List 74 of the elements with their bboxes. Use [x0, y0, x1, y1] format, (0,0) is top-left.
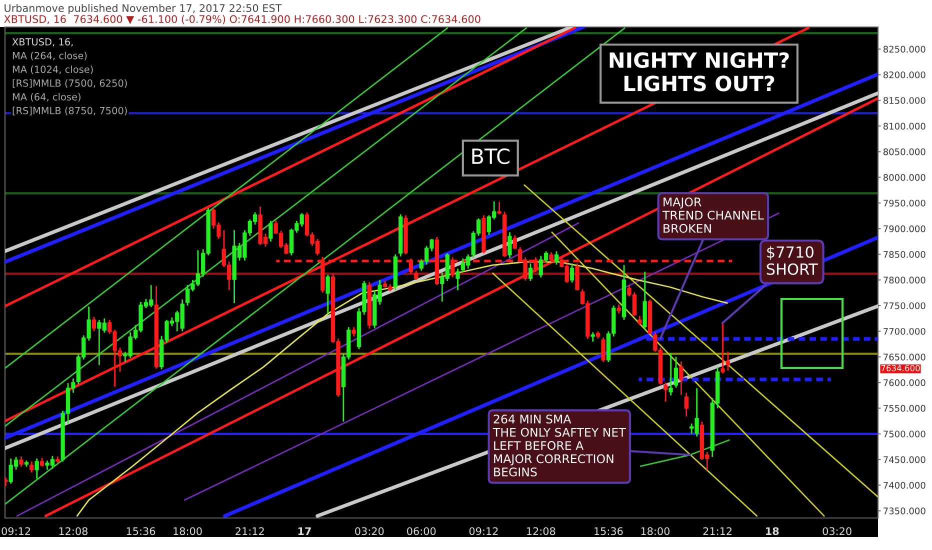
x-tick-label: 15:36: [126, 527, 156, 536]
candlestick: [30, 460, 34, 474]
x-tick-label: 03:20: [355, 527, 384, 536]
x-tick-label: 12:08: [527, 527, 556, 536]
candlestick: [601, 336, 606, 363]
x-tick-label: 18:00: [641, 527, 670, 536]
y-tick-label: 7900.000: [884, 225, 926, 232]
chart-title: Urbanmove published November 17, 2017 22:50 EST: [4, 4, 282, 14]
y-tick-label: 7500.000: [884, 430, 926, 438]
candlestick: [720, 322, 725, 374]
y-tick-label: 7850.000: [884, 251, 926, 258]
y-tick-label: 7350.000: [884, 508, 926, 514]
annotation: XBTUSD, 16,: [12, 38, 73, 47]
annotation: BTC: [472, 148, 510, 164]
y-tick-label: 7950.000: [884, 200, 926, 207]
x-tick-label: 18:00: [174, 527, 202, 536]
y-tick-label: 8150.000: [883, 97, 926, 104]
candlestick: [590, 332, 595, 342]
annotation: MA (1024, close): [12, 66, 93, 74]
candlestick: [679, 360, 684, 396]
annotation: [RS]MMLB (8750, 7500): [12, 106, 127, 116]
candlestick: [497, 201, 502, 215]
candlestick: [326, 274, 330, 314]
chart-subtitle: XBTUSD, 16 7634.600 ▼ -61.100 (-0.79%) O:7641.900 H:7660.300 L:7623.300 C:7634.600: [4, 14, 480, 24]
x-tick-label: 06:00: [407, 527, 436, 536]
candlestick: [34, 458, 39, 480]
candlestick: [668, 352, 673, 396]
y-tick-label: 7700.000: [884, 328, 926, 335]
x-tick-label: 15:36: [594, 527, 623, 536]
annotation: 264 MIN SMA THE ONLY SAFTEY NET LEFT BEFORE A MAJOR CORRECTION BEGINS: [492, 414, 626, 476]
x-tick-label: 21:12: [236, 527, 264, 535]
candlestick: [570, 262, 574, 284]
y-tick-label: 7750.000: [884, 302, 926, 310]
x-tick-label: 21:12: [703, 527, 732, 535]
y-tick-label: 8200.000: [883, 71, 926, 78]
x-tick-label: 09:12: [2, 527, 30, 536]
annotation: NIGHTY NIGHT? LIGHTS OUT?: [610, 52, 789, 92]
y-tick-label: 8000.000: [883, 174, 926, 181]
candlestick: [352, 326, 356, 338]
x-tick-label: 12:08: [59, 527, 88, 536]
candlestick: [508, 232, 512, 259]
candlestick: [268, 220, 273, 242]
candlestick: [456, 268, 460, 291]
text: 7634.600: [881, 364, 920, 372]
y-tick-label: 7400.000: [884, 482, 926, 489]
annotation: $7710 SHORT: [766, 246, 818, 275]
y-tick-label: 7600.000: [884, 379, 926, 386]
candlestick: [528, 262, 533, 282]
y-tick-label: 7450.000: [884, 456, 926, 464]
candlestick: [726, 350, 730, 372]
x-tick-label: 17: [298, 527, 311, 535]
annotation: MA (64, close): [12, 93, 80, 102]
x-tick-label: 03:20: [822, 527, 852, 536]
y-tick-label: 7650.000: [884, 354, 926, 360]
candlestick: [674, 356, 678, 388]
annotation: MA (264, close): [12, 52, 87, 60]
y-tick-label: 8250.000: [883, 46, 926, 53]
x-tick-label: 09:12: [469, 527, 498, 536]
candlestick: [664, 382, 668, 402]
y-tick-label: 8100.000: [883, 122, 926, 130]
candlestick: [638, 315, 642, 326]
candlestick: [512, 234, 517, 250]
annotation: MAJOR TREND CHANNEL BROKEN: [662, 197, 764, 233]
candlestick: [414, 270, 418, 281]
x-tick-label: 18: [766, 527, 779, 536]
y-tick-label: 7800.000: [884, 276, 926, 284]
candlestick: [92, 316, 96, 332]
candlestick: [19, 456, 24, 468]
annotation: [RS]MMLB (7500, 6250): [12, 79, 127, 88]
candlestick: [118, 346, 122, 372]
candlestick: [554, 250, 559, 266]
candlestick: [684, 392, 688, 418]
y-tick-label: 8050.000: [883, 148, 926, 156]
y-tick-label: 7550.000: [884, 404, 926, 412]
